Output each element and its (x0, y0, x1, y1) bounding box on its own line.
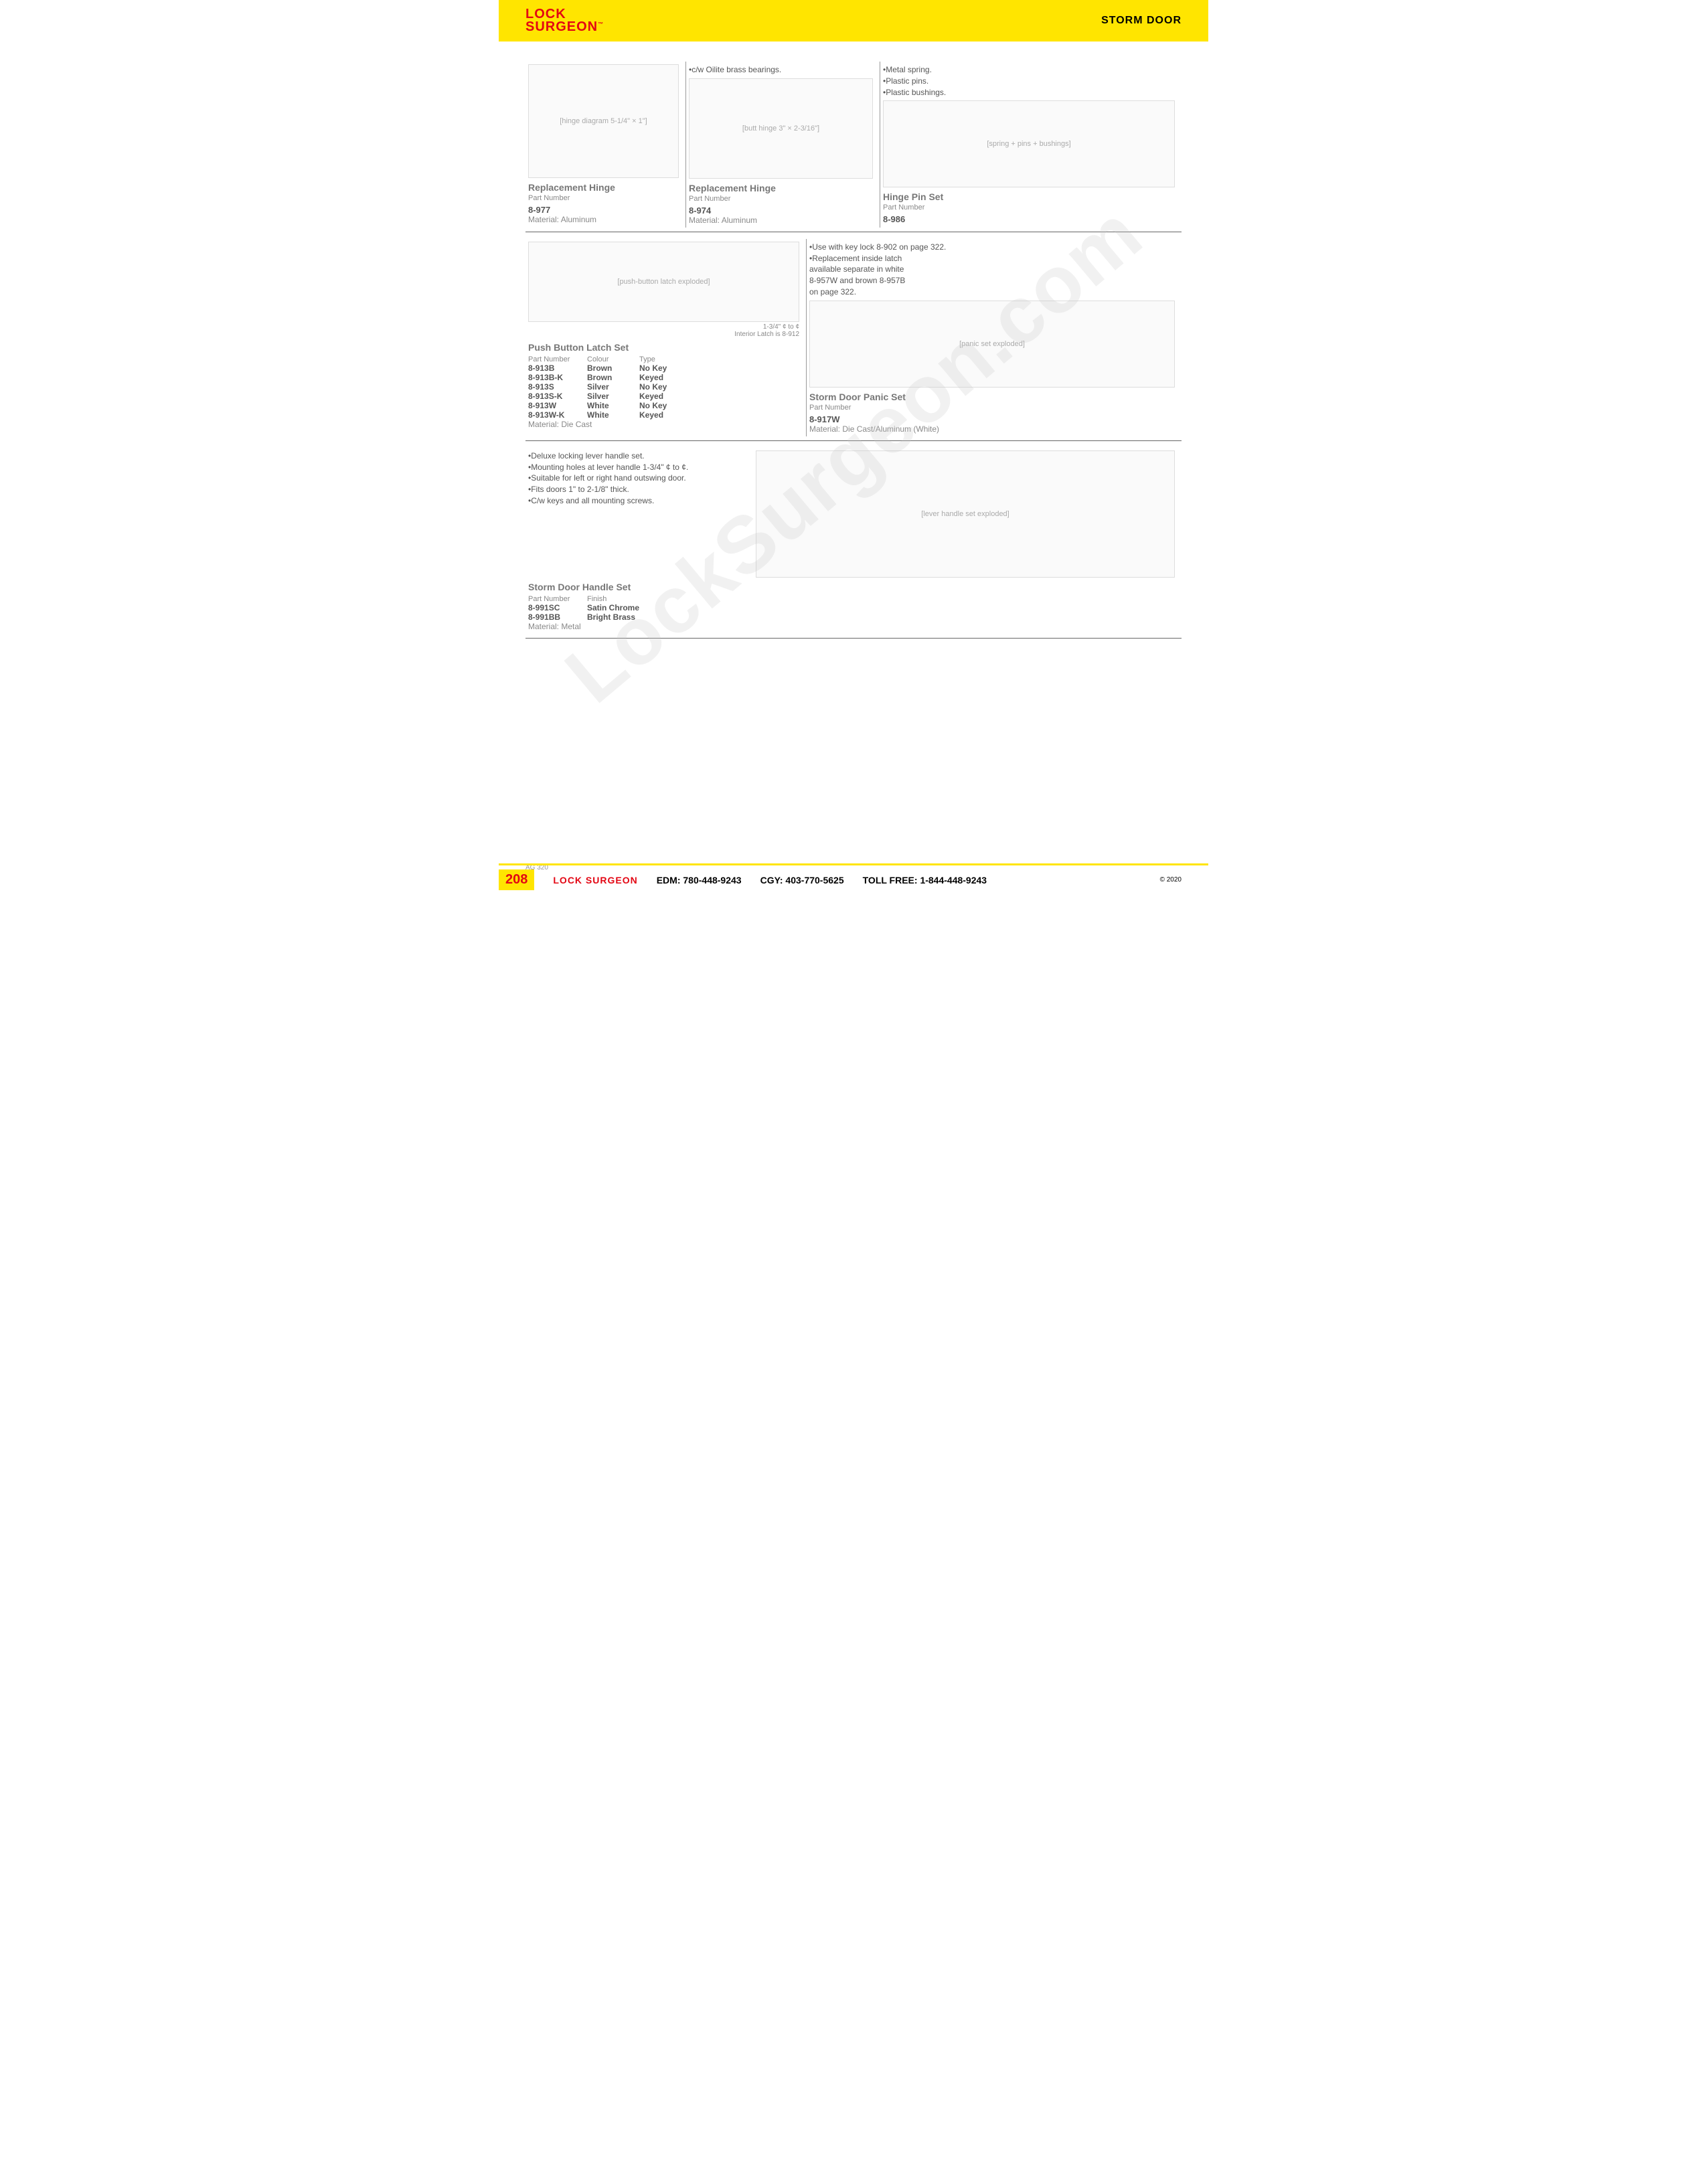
row-hinges: [hinge diagram 5-1/4" × 1"] Replacement … (525, 62, 1182, 232)
table-row: 8-991SCSatin Chrome (528, 603, 1175, 612)
part-number: 8-917W (809, 414, 1175, 424)
title-hinge-8-977: Replacement Hinge (528, 182, 679, 193)
notes-pinset: •Metal spring. •Plastic pins. •Plastic b… (883, 64, 1175, 98)
note-oilite: •c/w Oilite brass bearings. (689, 64, 873, 76)
copyright: © 2020 (1160, 876, 1182, 884)
material: Material: Aluminum (528, 215, 679, 224)
content: [hinge diagram 5-1/4" × 1"] Replacement … (499, 41, 1208, 639)
part-label: Part Number (689, 195, 873, 203)
logo: LOCK SURGEON™ (525, 8, 604, 33)
title-pinset: Hinge Pin Set (883, 191, 1175, 202)
phone-tollfree: TOLL FREE: 1-844-448-9243 (863, 875, 987, 886)
table-row: 8-913SSilverNo Key (528, 382, 799, 392)
diagram-hinge-8-977: [hinge diagram 5-1/4" × 1"] (528, 64, 679, 178)
cell-pushbutton: [push-button latch exploded] 1-3/4" ¢ to… (525, 239, 807, 436)
diagram-pinset: [spring + pins + bushings] (883, 100, 1175, 187)
material: Material: Die Cast/Aluminum (White) (809, 424, 1175, 434)
part-label: Part Number (809, 404, 1175, 412)
category-title: STORM DOOR (1101, 15, 1182, 27)
notes-handle: •Deluxe locking lever handle set. •Mount… (528, 450, 742, 578)
material: Material: Die Cast (528, 420, 799, 429)
cell-hinge-pin-set: •Metal spring. •Plastic pins. •Plastic b… (880, 62, 1182, 228)
row-latches: [push-button latch exploded] 1-3/4" ¢ to… (525, 239, 1182, 441)
part-label: Part Number (528, 194, 679, 202)
diagram-pushbutton: [push-button latch exploded] (528, 242, 799, 322)
title-panic: Storm Door Panic Set (809, 392, 1175, 402)
variant-table-handle: Part Number Finish 8-991SCSatin Chrome 8… (528, 595, 1175, 622)
table-row: 8-913S-KSilverKeyed (528, 392, 799, 401)
material: Material: Metal (528, 622, 1175, 631)
variant-table-pushbutton: Part Number Colour Type 8-913BBrownNo Ke… (528, 355, 799, 420)
page-footer: 208 LOCK SURGEON EDM: 780-448-9243 CGY: … (499, 863, 1208, 890)
page-number: 208 (499, 869, 534, 890)
cell-handle: •Deluxe locking lever handle set. •Mount… (525, 448, 1182, 634)
notes-panic: •Use with key lock 8-902 on page 322. •R… (809, 242, 1175, 298)
logo-line2: SURGEON (525, 19, 598, 34)
diagram-panic: [panic set exploded] (809, 301, 1175, 388)
title-pushbutton: Push Button Latch Set (528, 342, 799, 353)
title-handle: Storm Door Handle Set (528, 582, 1175, 592)
phone-cgy: CGY: 403-770-5625 (760, 875, 844, 886)
diagram-handle: [lever handle set exploded] (756, 450, 1175, 578)
table-row: 8-913B-KBrownKeyed (528, 373, 799, 382)
material: Material: Aluminum (689, 216, 873, 225)
phone-edm: EDM: 780-448-9243 (657, 875, 742, 886)
page-header: LOCK SURGEON™ STORM DOOR (499, 0, 1208, 41)
logo-tm: ™ (598, 21, 604, 27)
table-row: 8-991BBBright Brass (528, 612, 1175, 622)
table-row: 8-913BBrownNo Key (528, 363, 799, 373)
title-hinge-8-974: Replacement Hinge (689, 183, 873, 193)
diagram-hinge-8-974: [butt hinge 3" × 2-3/16"] (689, 78, 873, 179)
row-handle: •Deluxe locking lever handle set. •Mount… (525, 448, 1182, 639)
cell-hinge-8-974: •c/w Oilite brass bearings. [butt hinge … (686, 62, 880, 228)
table-row: 8-913WWhiteNo Key (528, 401, 799, 410)
part-label: Part Number (883, 203, 1175, 212)
cell-panic: •Use with key lock 8-902 on page 322. •R… (807, 239, 1182, 436)
table-row: 8-913W-KWhiteKeyed (528, 410, 799, 420)
part-number: 8-986 (883, 214, 1175, 224)
part-number: 8-977 (528, 205, 679, 215)
cell-hinge-8-977: [hinge diagram 5-1/4" × 1"] Replacement … (525, 62, 686, 228)
part-number: 8-974 (689, 205, 873, 216)
footer-brand: LOCK SURGEON (553, 875, 637, 886)
